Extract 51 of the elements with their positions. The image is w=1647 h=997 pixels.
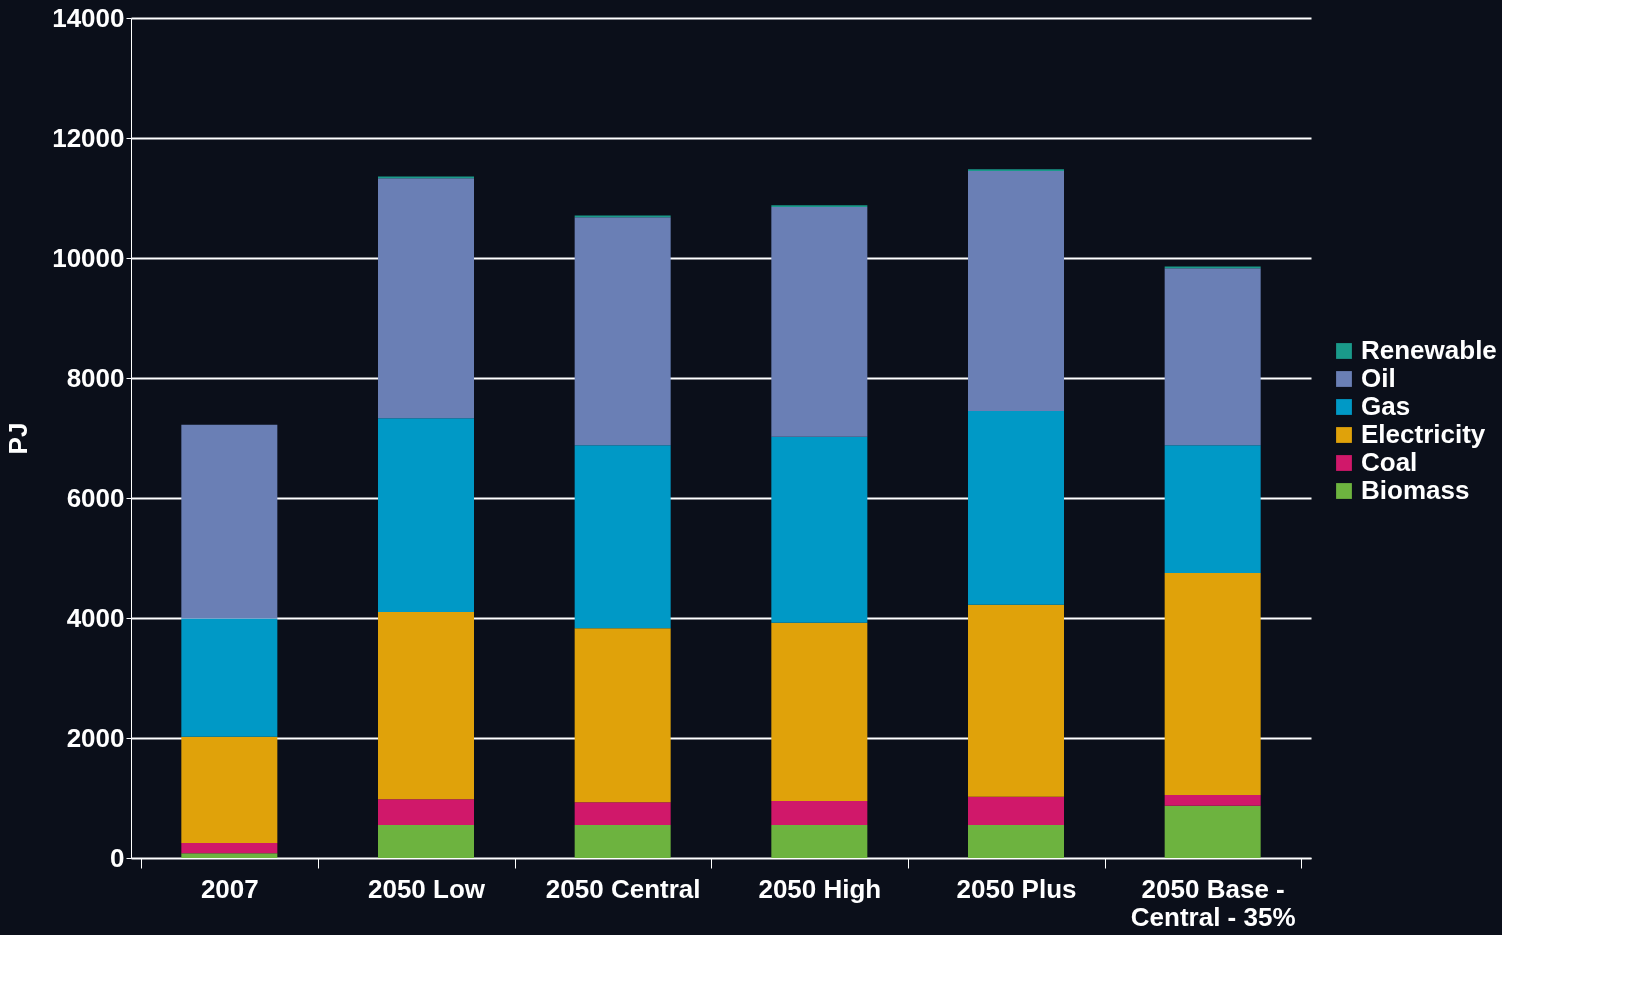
bar (378, 418, 474, 612)
y-tick-label: 14000 (52, 2, 125, 33)
legend-label: Renewable (1361, 335, 1497, 365)
bar (574, 825, 671, 858)
bar (771, 622, 868, 801)
legend-label: Oil (1361, 363, 1396, 393)
x-tick-label: 2050 High (758, 873, 882, 904)
bar (1164, 795, 1261, 806)
bar (574, 445, 671, 629)
bar (771, 801, 868, 825)
bar (574, 217, 671, 446)
legend-label: Coal (1361, 447, 1418, 477)
bar (1164, 805, 1261, 858)
bar (378, 178, 474, 419)
bar (968, 604, 1064, 797)
bar (181, 618, 278, 737)
bar (968, 796, 1064, 825)
bar (181, 853, 278, 858)
x-tick-label: 2050 Plus (956, 873, 1077, 904)
y-tick-label: 6000 (66, 482, 125, 513)
x-tick-label: 2050 Low (367, 873, 486, 904)
bar (574, 628, 671, 803)
legend-label: Biomass (1361, 475, 1470, 505)
bar (378, 825, 474, 858)
bar (968, 825, 1064, 858)
legend-label: Gas (1361, 391, 1411, 421)
y-tick-label: 0 (110, 842, 125, 873)
bar (771, 436, 868, 623)
bar (378, 799, 474, 825)
bar (771, 825, 868, 858)
legend-label: Electricity (1361, 419, 1486, 449)
bar (1164, 268, 1261, 446)
bar (1164, 445, 1261, 573)
y-axis-title: PJ (3, 422, 34, 455)
y-tick-label: 10000 (52, 242, 125, 273)
bar (968, 171, 1064, 411)
bar (968, 411, 1064, 605)
bar (181, 424, 278, 619)
y-tick-label: 8000 (66, 362, 125, 393)
bar (574, 802, 671, 825)
x-tick-label: 2050 Base - Central - 35% (1130, 873, 1296, 932)
y-tick-label: 2000 (66, 722, 125, 753)
y-tick-label: 4000 (66, 602, 125, 633)
bar (771, 207, 868, 437)
y-tick-label: 12000 (52, 122, 125, 153)
bar (1164, 573, 1261, 795)
x-tick-label: 2007 (200, 873, 259, 904)
x-tick-label: 2050 Central (545, 873, 701, 904)
bar (181, 843, 278, 854)
bar (181, 736, 278, 843)
bar (378, 612, 474, 800)
